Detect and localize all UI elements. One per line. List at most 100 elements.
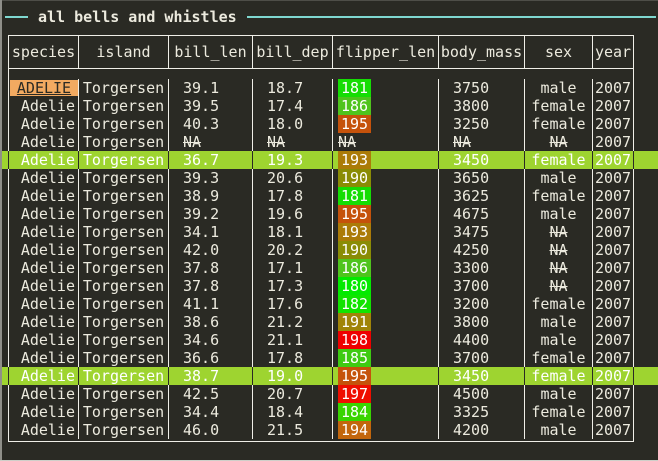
table-row[interactable]: Adelie Torgersen 39.5 17.4 186 3800 female 2007 xyxy=(0,97,658,115)
flipper-len-color-chip: 186 xyxy=(338,97,372,115)
cell-bill_dep: 18.4 xyxy=(253,403,333,421)
panel-title-bar: all bells and whistles xyxy=(5,7,656,27)
table-row[interactable]: Adelie Torgersen 37.8 17.3 180 3700 NA 2007 xyxy=(0,277,658,295)
cell-value: 21.5 xyxy=(267,421,304,439)
cell-value: 2007 xyxy=(594,151,632,169)
table-row[interactable]: Adelie Torgersen NA NA NA NA NA 2007 xyxy=(0,133,658,151)
cell-value: 18.7 xyxy=(267,79,304,97)
cell-bill_len: 40.3 xyxy=(169,115,253,133)
cell-body_mass: 3300 xyxy=(439,259,525,277)
cell-value: 3650 xyxy=(453,169,490,187)
cell-value: 3200 xyxy=(453,295,490,313)
cell-species: Adelie xyxy=(9,187,79,205)
cell-species: Adelie xyxy=(9,277,79,295)
cell-value: Torgersen xyxy=(82,79,165,97)
cell-value: male xyxy=(540,331,577,349)
cell-species: Adelie xyxy=(9,313,79,331)
cell-body_mass: NA xyxy=(439,133,525,151)
table-row-highlighted[interactable]: Adelie Torgersen 38.7 19.0 195 3450 female 2007 xyxy=(0,367,658,385)
cell-bill_len: 39.2 xyxy=(169,205,253,223)
cell-value: 2007 xyxy=(594,205,632,223)
column-header-species[interactable]: species xyxy=(9,36,79,68)
table-row[interactable]: ADELIE Torgersen 39.1 18.7 181 3750 male 2007 xyxy=(0,79,658,97)
cell-value: Torgersen xyxy=(82,313,165,331)
cell-year: 2007 xyxy=(593,331,633,349)
cell-sex: male xyxy=(525,169,593,187)
cell-sex: female xyxy=(525,367,593,385)
cell-sex: male xyxy=(525,385,593,403)
table-row[interactable]: Adelie Torgersen 36.6 17.8 185 3700 female 2007 xyxy=(0,349,658,367)
cell-body_mass: 4675 xyxy=(439,205,525,223)
table-row[interactable]: Adelie Torgersen 42.0 20.2 190 4250 NA 2007 xyxy=(0,241,658,259)
table-row[interactable]: Adelie Torgersen 39.2 19.6 195 4675 male 2007 xyxy=(0,205,658,223)
cell-value: 39.3 xyxy=(183,169,220,187)
flipper-len-color-chip: 185 xyxy=(338,349,372,367)
table-row[interactable]: Adelie Torgersen 34.4 18.4 184 3325 female 2007 xyxy=(0,403,658,421)
cell-species: Adelie xyxy=(9,349,79,367)
column-header-bill_dep[interactable]: bill_dep xyxy=(253,36,333,68)
flipper-len-color-chip: 180 xyxy=(338,277,372,295)
cell-body_mass: 3650 xyxy=(439,169,525,187)
cell-value: 3700 xyxy=(453,277,490,295)
header-row: species island bill_len bill_dep flipper_len… xyxy=(0,35,658,69)
column-header-sex[interactable]: sex xyxy=(525,36,593,68)
cell-value: Adelie xyxy=(20,367,75,385)
column-header-body_mass[interactable]: body_mass xyxy=(439,36,525,68)
cell-value: 2007 xyxy=(594,295,632,313)
cell-flipper_len: 194 xyxy=(333,421,439,439)
table-row[interactable]: Adelie Torgersen 34.6 21.1 198 4400 male 2007 xyxy=(0,331,658,349)
cell-year: 2007 xyxy=(593,241,633,259)
missing-value: NA xyxy=(267,133,286,151)
missing-value: NA xyxy=(549,259,568,277)
cell-value: 2007 xyxy=(594,133,632,151)
table-row[interactable]: Adelie Torgersen 42.5 20.7 197 4500 male 2007 xyxy=(0,385,658,403)
column-header-bill_len[interactable]: bill_len xyxy=(169,36,253,68)
flipper-len-color-chip: 186 xyxy=(338,259,372,277)
cell-bill_len: 39.1 xyxy=(169,79,253,97)
flipper-len-color-chip: 182 xyxy=(338,295,372,313)
cell-value: Adelie xyxy=(20,385,75,403)
cell-island: Torgersen xyxy=(79,277,169,295)
table-row[interactable]: Adelie Torgersen 38.6 21.2 191 3800 male 2007 xyxy=(0,313,658,331)
cell-body_mass: 3700 xyxy=(439,277,525,295)
cell-value: 2007 xyxy=(594,259,632,277)
cell-species: Adelie xyxy=(9,241,79,259)
cell-bill_dep: 17.1 xyxy=(253,259,333,277)
table-row[interactable]: Adelie Torgersen 38.9 17.8 181 3625 female 2007 xyxy=(0,187,658,205)
cell-value: 17.4 xyxy=(267,97,304,115)
missing-value: NA xyxy=(183,133,202,151)
cell-value: male xyxy=(540,421,577,439)
flipper-len-color-chip: 191 xyxy=(338,313,372,331)
table-row[interactable]: Adelie Torgersen 41.1 17.6 182 3200 female 2007 xyxy=(0,295,658,313)
column-header-year[interactable]: year xyxy=(594,43,632,61)
table-row-highlighted[interactable]: Adelie Torgersen 36.7 19.3 193 3450 female 2007 xyxy=(0,151,658,169)
cell-bill_len: 39.5 xyxy=(169,97,253,115)
cell-species: Adelie xyxy=(9,259,79,277)
cell-value: male xyxy=(540,385,577,403)
cell-body_mass: 3475 xyxy=(439,223,525,241)
table-body: ADELIE Torgersen 39.1 18.7 181 3750 male 2007 Ad… xyxy=(0,79,658,439)
table-row[interactable]: Adelie Torgersen 34.1 18.1 193 3475 NA 2007 xyxy=(0,223,658,241)
column-header-island[interactable]: island xyxy=(79,36,169,68)
cell-bill_dep: 20.6 xyxy=(253,169,333,187)
cell-value: Adelie xyxy=(20,97,75,115)
cell-bill_len: 46.0 xyxy=(169,421,253,439)
table-row[interactable]: Adelie Torgersen 40.3 18.0 195 3250 female 2007 xyxy=(0,115,658,133)
table-row[interactable]: Adelie Torgersen 39.3 20.6 190 3650 male 2007 xyxy=(0,169,658,187)
cell-species: Adelie xyxy=(9,331,79,349)
cell-species: Adelie xyxy=(9,133,79,151)
cell-value: 20.7 xyxy=(267,385,304,403)
cell-value: female xyxy=(531,403,586,421)
cell-bill_dep: 17.3 xyxy=(253,277,333,295)
missing-value: NA xyxy=(549,277,568,295)
table-row[interactable]: Adelie Torgersen 46.0 21.5 194 4200 male 2007 xyxy=(0,421,658,439)
table-row[interactable]: Adelie Torgersen 37.8 17.1 186 3300 NA 2007 xyxy=(0,259,658,277)
cell-flipper_len: 181 xyxy=(333,79,439,97)
column-header-flipper_len[interactable]: flipper_len xyxy=(333,36,439,68)
cell-species: Adelie xyxy=(9,169,79,187)
cell-year: 2007 xyxy=(593,421,633,439)
cell-value: 38.6 xyxy=(183,313,220,331)
cell-body_mass: 3325 xyxy=(439,403,525,421)
cell-species: Adelie xyxy=(9,295,79,313)
